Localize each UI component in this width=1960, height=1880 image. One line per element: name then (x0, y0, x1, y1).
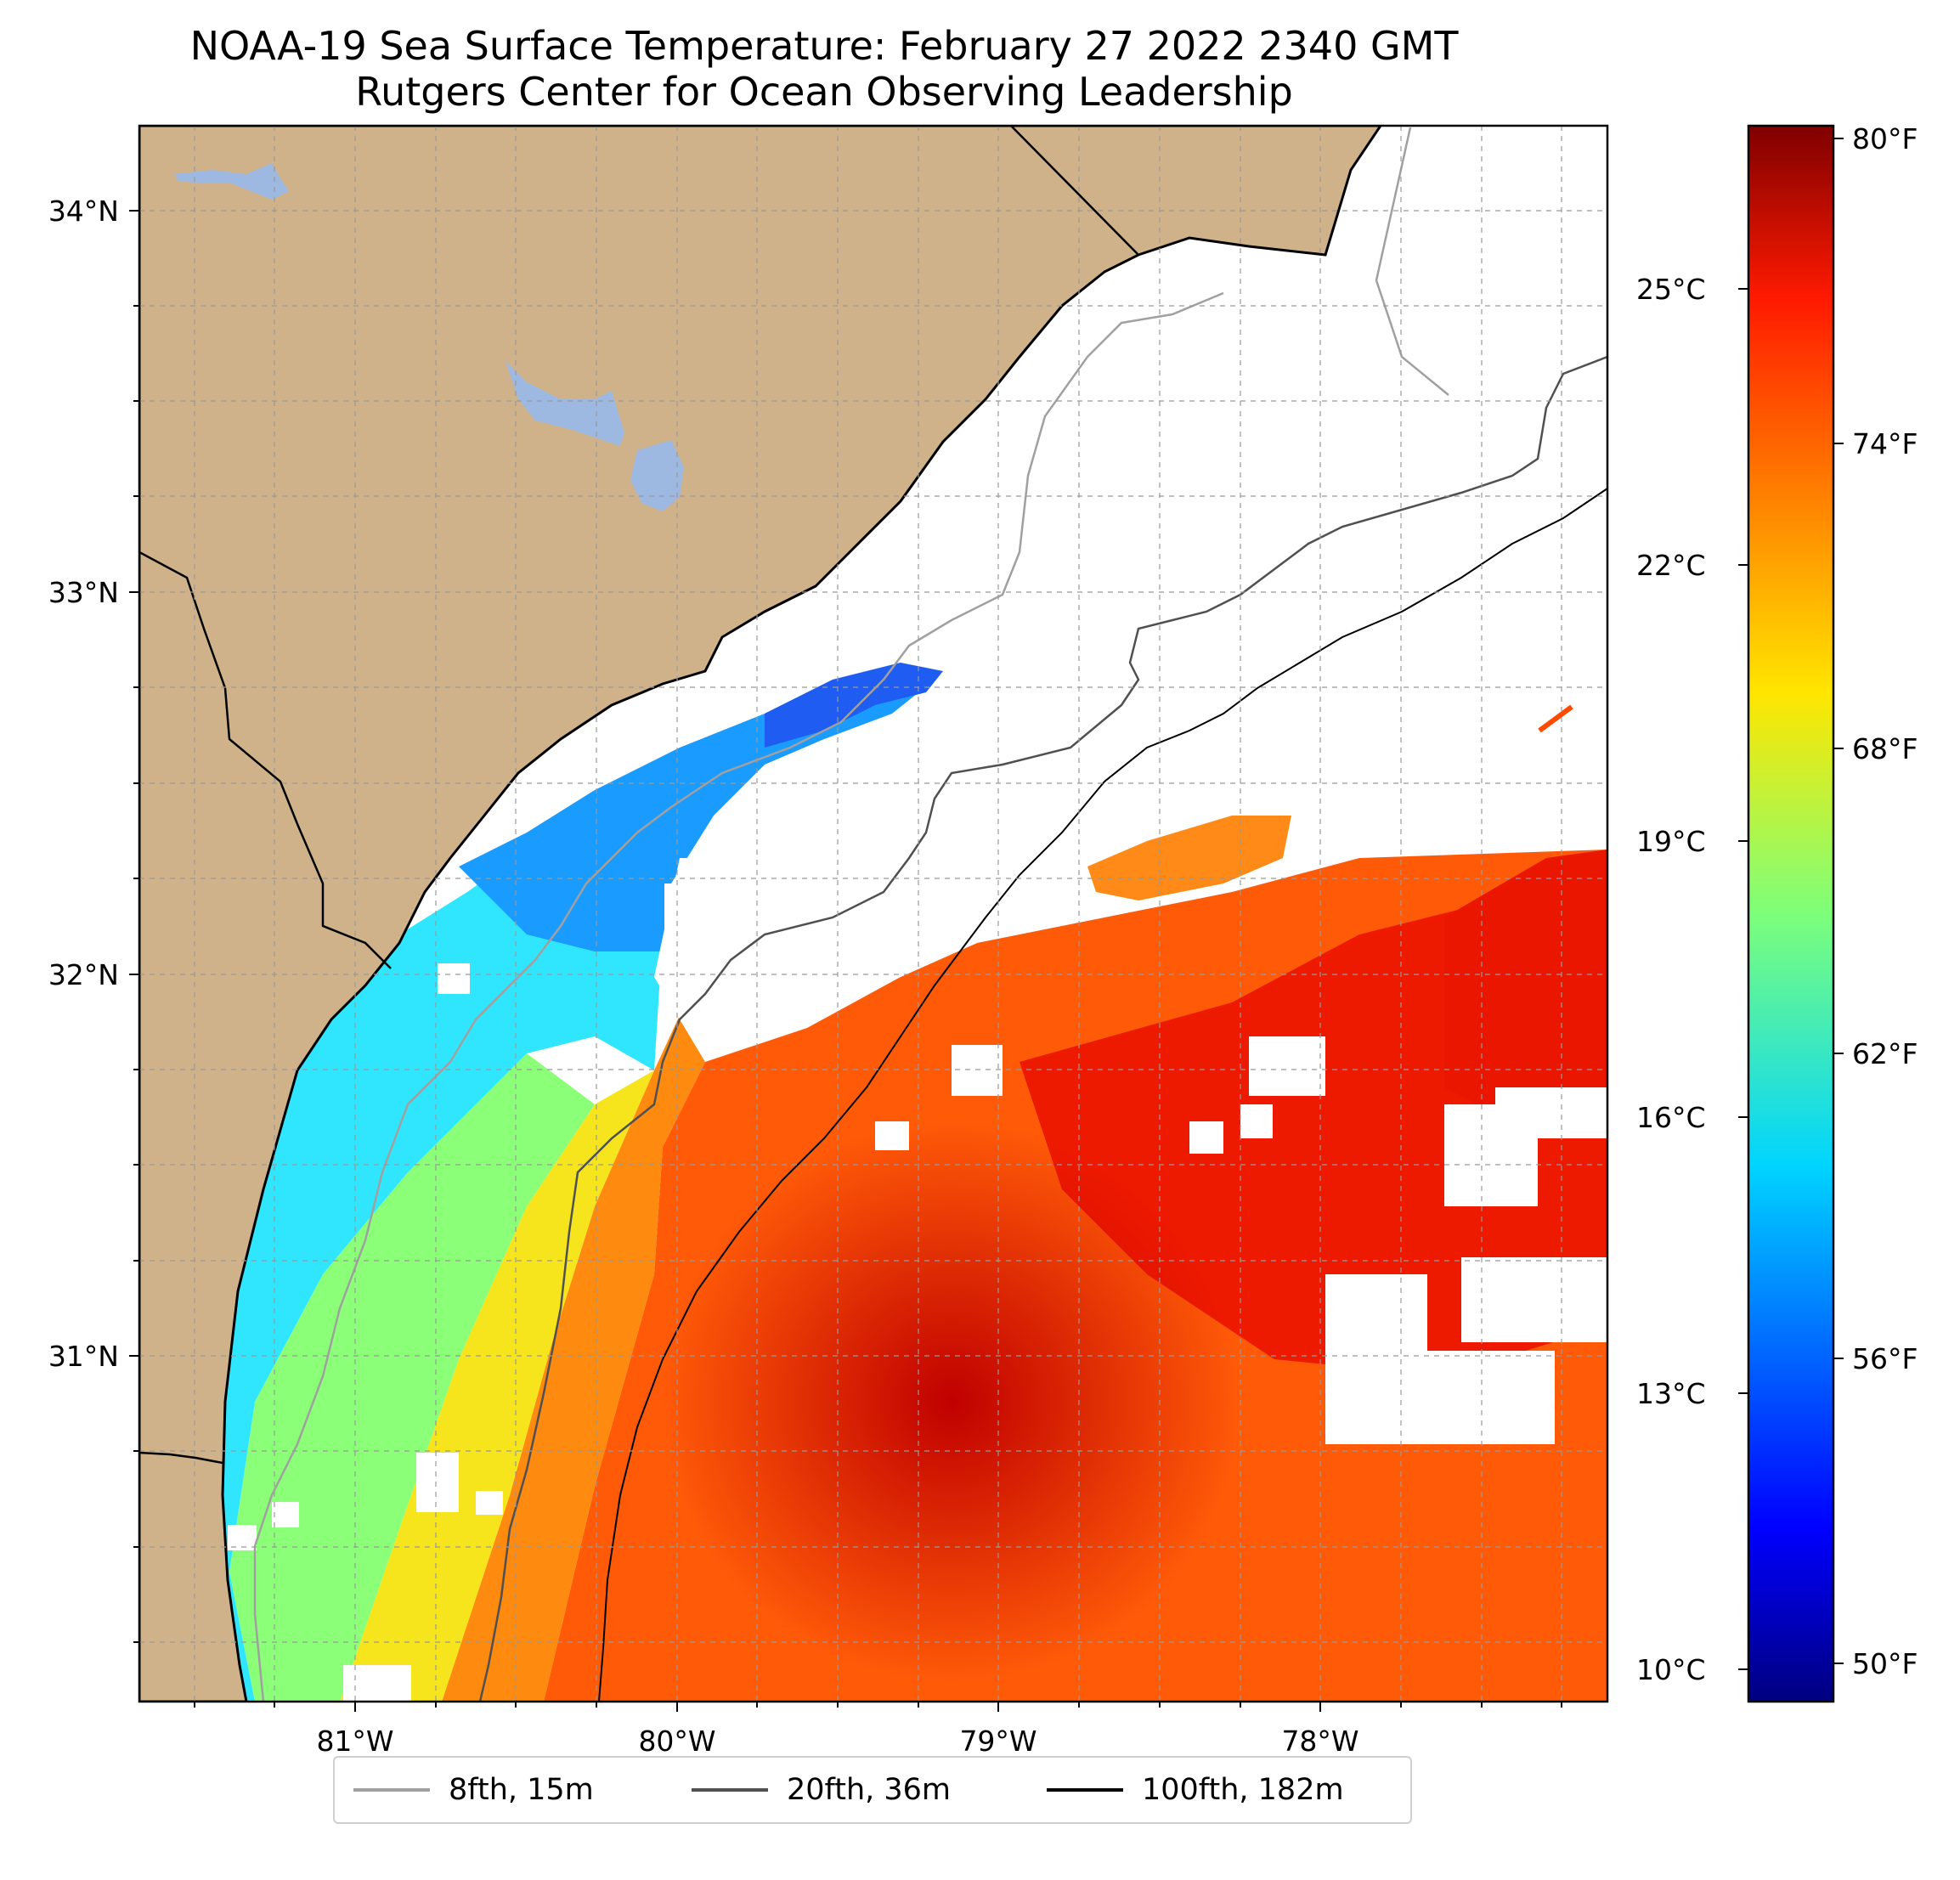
cloud-patch-coast-2 (416, 1453, 459, 1512)
lake-1 (174, 163, 289, 200)
sst-warm-blob-north (1087, 816, 1291, 900)
colorbar-ticks (1738, 138, 1844, 1670)
cb-label-68f: 68°F (1852, 732, 1918, 765)
lat-label-33n: 33°N (48, 576, 119, 609)
legend-label-8fth: 8fth, 15m (449, 1773, 594, 1807)
sst-red-block-east (1444, 850, 1607, 1113)
legend-swatch-100fth (1047, 1788, 1123, 1792)
cloud-patch-mid-3 (1240, 1104, 1273, 1138)
figure-title: NOAA-19 Sea Surface Temperature: Februar… (189, 23, 1459, 69)
cloud-patch-north (654, 408, 1607, 1062)
isobath-20fth (478, 355, 1607, 1702)
cloud-patch-east-5 (1325, 1351, 1555, 1444)
lon-label-80w: 80°W (638, 1725, 716, 1758)
isobath-100fth (598, 488, 1607, 1702)
figure-subtitle: Rutgers Center for Ocean Observing Leade… (355, 69, 1293, 115)
cloud-patch-east-2 (1495, 1087, 1607, 1138)
cb-label-19c: 19°C (1636, 825, 1706, 858)
cb-label-25c: 25°C (1636, 273, 1706, 306)
cloud-patch-coast-5 (228, 1525, 257, 1550)
land-mass (139, 126, 1382, 1702)
sst-field (221, 408, 1607, 1702)
sst-deep-blue (765, 663, 943, 748)
cb-label-22c: 22°C (1636, 549, 1706, 582)
cloud-patch-east-4 (1325, 1274, 1427, 1351)
sst-cyan-band (221, 850, 663, 1702)
cloud-patch-coast-7 (664, 884, 715, 977)
lon-label-78w: 78°W (1281, 1725, 1359, 1758)
cloud-patch-mid-4 (875, 1121, 909, 1150)
cloud-patch-mid-1 (1249, 1036, 1325, 1096)
legend-swatch-8fth (353, 1788, 430, 1792)
isobath-legend: 8fth, 15m 20fth, 36m 100fth, 182m (333, 1756, 1412, 1824)
lon-label-79w: 79°W (959, 1725, 1037, 1758)
lake-2 (506, 361, 624, 446)
lakes (174, 163, 684, 511)
cb-label-13c: 13°C (1636, 1377, 1706, 1410)
state-border-sc-ga (139, 550, 392, 969)
cloud-patch-mid-5 (952, 1045, 1003, 1096)
cb-label-56f: 56°F (1852, 1342, 1918, 1375)
lat-label-31n: 31°N (48, 1340, 119, 1373)
cloud-patch-east-3 (1461, 1257, 1607, 1342)
isobath-8fth (253, 127, 1449, 1702)
sst-core-warm (663, 1121, 1240, 1682)
map-frame (138, 124, 1609, 1703)
lake-3 (630, 440, 684, 511)
lat-label-34n: 34°N (48, 195, 119, 228)
cb-label-62f: 62°F (1852, 1037, 1918, 1070)
legend-item-8fth: 8fth, 15m (353, 1758, 594, 1822)
cb-label-16c: 16°C (1636, 1101, 1706, 1134)
legend-label-100fth: 100fth, 182m (1142, 1773, 1344, 1807)
state-border-ga-fl (139, 1451, 223, 1465)
cloud-patch-coast-4 (272, 1502, 299, 1527)
legend-item-100fth: 100fth, 182m (1047, 1758, 1344, 1822)
sst-speckle-ne (1538, 704, 1573, 733)
cb-label-50f: 50°F (1852, 1647, 1918, 1680)
cb-label-74f: 74°F (1852, 427, 1918, 460)
cloud-patch-coast-1 (438, 963, 470, 994)
gridlines (139, 126, 1607, 1702)
sst-green-band (229, 1053, 595, 1702)
cb-label-80f: 80°F (1852, 122, 1918, 155)
sst-yellow-band (340, 1070, 654, 1702)
legend-item-20fth: 20fth, 36m (692, 1758, 951, 1822)
legend-swatch-20fth (692, 1788, 768, 1792)
map-plot-area (139, 126, 1607, 1702)
sst-orange-band (442, 900, 901, 1702)
legend-label-20fth: 20fth, 36m (787, 1773, 952, 1807)
state-border-nc-sc (1010, 126, 1139, 256)
axis-ticks (129, 210, 1562, 1712)
colorbar (1747, 124, 1835, 1703)
cloud-patch-coast-3 (476, 1491, 503, 1515)
lat-label-32n: 32°N (48, 958, 119, 991)
cloud-patch-coast-6 (343, 1665, 411, 1702)
cloud-patch-mid-2 (1189, 1121, 1223, 1154)
cb-label-10c: 10°C (1636, 1653, 1706, 1686)
lon-label-81w: 81°W (316, 1725, 394, 1758)
